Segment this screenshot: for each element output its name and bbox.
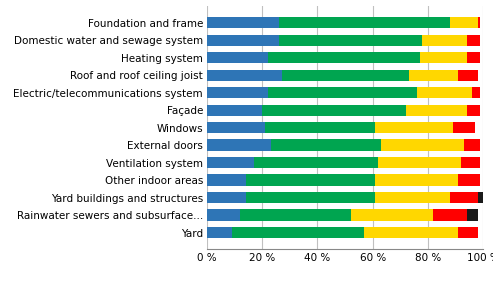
Bar bbox=[279, 17, 450, 29]
Bar bbox=[246, 174, 376, 186]
Bar bbox=[207, 192, 246, 203]
Bar bbox=[461, 157, 480, 168]
Bar bbox=[262, 105, 406, 116]
Bar bbox=[458, 174, 480, 186]
Bar bbox=[466, 209, 478, 221]
Bar bbox=[450, 17, 478, 29]
Bar bbox=[207, 70, 282, 81]
Bar bbox=[381, 140, 464, 151]
Bar bbox=[423, 35, 466, 46]
Bar bbox=[433, 209, 466, 221]
Bar bbox=[232, 227, 364, 238]
Bar bbox=[378, 157, 461, 168]
Bar bbox=[450, 192, 478, 203]
Bar bbox=[478, 192, 483, 203]
Bar bbox=[376, 122, 453, 133]
Bar bbox=[207, 35, 279, 46]
Bar bbox=[478, 17, 480, 29]
Bar bbox=[376, 174, 458, 186]
Bar bbox=[376, 192, 450, 203]
Bar bbox=[458, 227, 478, 238]
Bar bbox=[466, 35, 480, 46]
Bar bbox=[207, 122, 265, 133]
Bar bbox=[409, 70, 458, 81]
Bar bbox=[453, 122, 475, 133]
Bar bbox=[207, 140, 271, 151]
Bar bbox=[207, 209, 240, 221]
Bar bbox=[207, 52, 268, 64]
Bar bbox=[420, 52, 466, 64]
Bar bbox=[364, 227, 458, 238]
Bar bbox=[240, 209, 351, 221]
Bar bbox=[207, 157, 254, 168]
Bar bbox=[207, 227, 232, 238]
Bar bbox=[268, 87, 417, 98]
Bar bbox=[466, 105, 480, 116]
Bar bbox=[246, 192, 376, 203]
Bar bbox=[271, 140, 381, 151]
Bar bbox=[466, 52, 480, 64]
Bar bbox=[207, 105, 262, 116]
Bar bbox=[417, 87, 472, 98]
Bar bbox=[207, 87, 268, 98]
Bar bbox=[472, 87, 480, 98]
Bar bbox=[207, 17, 279, 29]
Bar bbox=[406, 105, 466, 116]
Bar bbox=[351, 209, 433, 221]
Bar bbox=[282, 70, 409, 81]
Bar bbox=[254, 157, 378, 168]
Bar bbox=[464, 140, 480, 151]
Bar bbox=[279, 35, 423, 46]
Bar bbox=[268, 52, 420, 64]
Bar bbox=[265, 122, 376, 133]
Bar bbox=[458, 70, 478, 81]
Bar bbox=[207, 174, 246, 186]
